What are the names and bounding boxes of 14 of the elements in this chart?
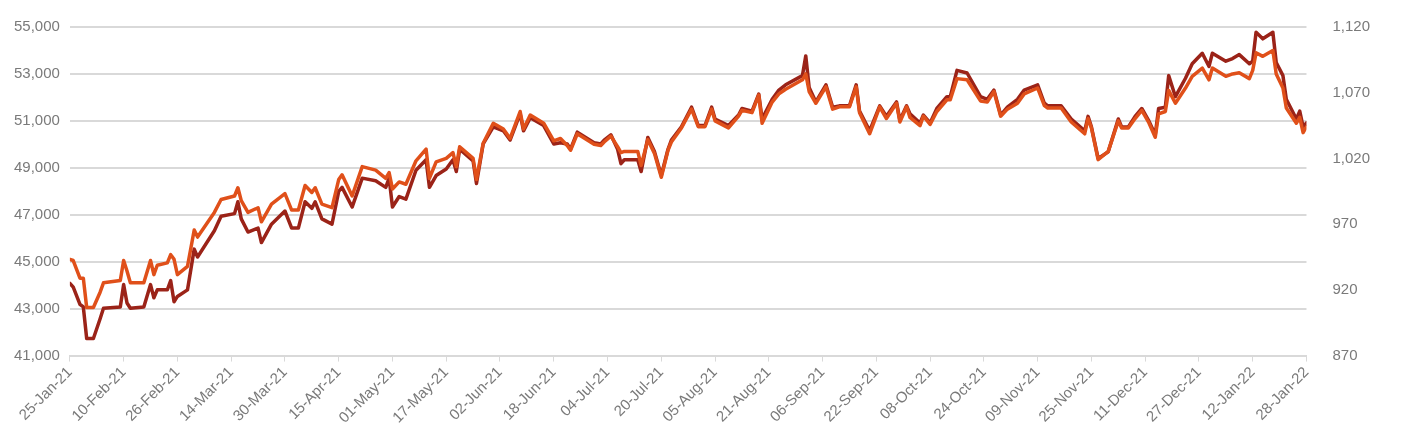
y2-tick-label: 1,070 bbox=[1332, 82, 1371, 100]
y-tick-label: 43,000 bbox=[13, 298, 60, 316]
y2-tick-label: 920 bbox=[1332, 280, 1358, 297]
y-tick-label: 45,000 bbox=[13, 251, 60, 269]
y2-tick-label: 970 bbox=[1332, 214, 1358, 232]
y2-tick-label: 1,120 bbox=[1332, 17, 1371, 35]
y-tick-label: 53,000 bbox=[13, 64, 60, 82]
y-tick-label: 49,000 bbox=[13, 157, 60, 175]
y-tick-label: 41,000 bbox=[13, 345, 60, 363]
y2-tick-label: 870 bbox=[1332, 345, 1358, 363]
y2-tick-label: 1,020 bbox=[1332, 148, 1371, 166]
y-tick-label: 55,000 bbox=[13, 17, 60, 35]
y-tick-label: 47,000 bbox=[13, 204, 60, 222]
y-tick-label: 51,000 bbox=[13, 111, 60, 129]
